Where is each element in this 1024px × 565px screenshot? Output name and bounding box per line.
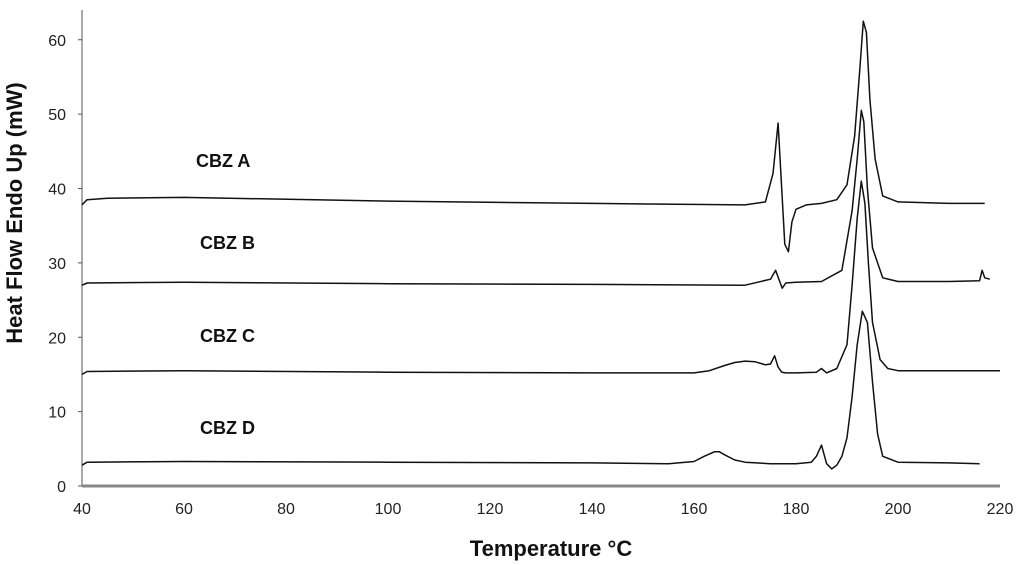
y-tick-label: 20 (48, 330, 66, 347)
series-label-cbz-c: CBZ C (200, 326, 255, 346)
x-tick-label: 40 (73, 501, 91, 518)
y-axis-title: Heat Flow Endo Up (mW) (2, 82, 27, 344)
y-tick-label: 40 (48, 182, 66, 199)
series-curves (81, 20, 1000, 470)
series-line-cbz-b (81, 109, 990, 289)
x-tick-label: 80 (277, 501, 295, 518)
y-tick-label: 60 (48, 33, 66, 50)
y-tick-label: 10 (48, 405, 66, 422)
axes (78, 10, 1000, 488)
x-tick-label: 200 (885, 501, 912, 518)
x-tick-label: 140 (579, 501, 606, 518)
x-tick-label: 180 (783, 501, 810, 518)
series-label-cbz-a: CBZ A (196, 151, 250, 171)
x-tick-label: 160 (681, 501, 708, 518)
series-line-cbz-c (81, 180, 1000, 376)
x-tick-label: 220 (987, 501, 1014, 518)
series-labels: CBZ A CBZ B CBZ C CBZ D (196, 151, 255, 438)
x-axis-title: Temperature °C (470, 536, 633, 561)
series-label-cbz-d: CBZ D (200, 418, 255, 438)
y-tick-label: 0 (57, 479, 66, 496)
series-line-cbz-d (81, 310, 980, 470)
series-label-cbz-b: CBZ B (200, 233, 255, 253)
x-tick-label: 100 (375, 501, 402, 518)
x-tick-label: 120 (477, 501, 504, 518)
series-line-cbz-a (81, 20, 985, 253)
y-tick-label: 50 (48, 107, 66, 124)
tick-labels: 0 10 20 30 40 50 60 40 60 80 100 120 140 160 180 200 220 (48, 33, 1013, 518)
x-tick-label: 60 (175, 501, 193, 518)
y-tick-label: 30 (48, 256, 66, 273)
